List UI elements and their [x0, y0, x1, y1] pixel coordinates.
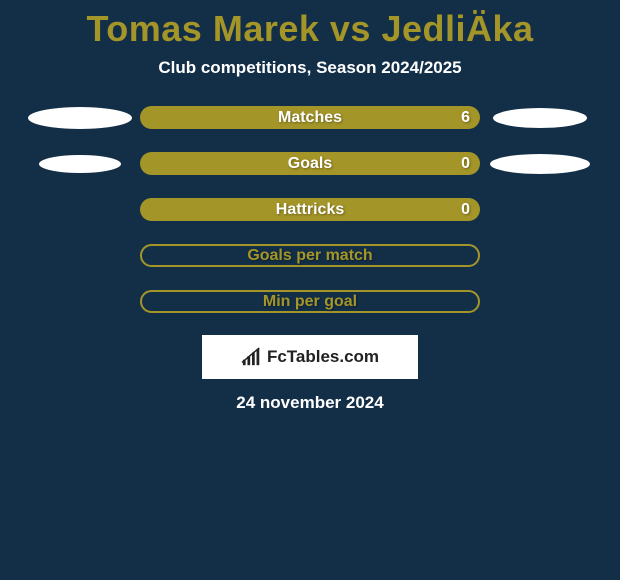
left-side	[20, 155, 140, 173]
right-side	[480, 108, 600, 128]
logo-box: FcTables.com	[202, 335, 418, 379]
stat-label: Goals per match	[247, 247, 372, 265]
date-text: 24 november 2024	[0, 379, 620, 413]
stat-bar: Goals 0	[140, 152, 480, 175]
logo: FcTables.com	[241, 347, 379, 367]
stat-row: Matches 6	[0, 106, 620, 129]
stat-value: 6	[461, 109, 470, 127]
right-side	[480, 154, 600, 174]
stat-row: Goals 0	[0, 152, 620, 175]
photo-ellipse-left	[39, 155, 121, 173]
stat-label: Goals	[288, 155, 332, 173]
page-title: Tomas Marek vs JedliÄka	[0, 0, 620, 58]
stat-bar: Min per goal	[140, 290, 480, 313]
comparison-infographic: Tomas Marek vs JedliÄka Club competition…	[0, 0, 620, 580]
photo-ellipse-right	[490, 154, 590, 174]
subtitle: Club competitions, Season 2024/2025	[0, 58, 620, 106]
stat-label: Matches	[278, 109, 342, 127]
photo-ellipse-left	[28, 107, 132, 129]
left-side	[20, 107, 140, 129]
bar-chart-icon	[241, 347, 263, 367]
stat-value: 0	[461, 201, 470, 219]
stat-value: 0	[461, 155, 470, 173]
stat-bar: Hattricks 0	[140, 198, 480, 221]
stat-label: Min per goal	[263, 293, 357, 311]
stat-bar: Goals per match	[140, 244, 480, 267]
stat-label: Hattricks	[276, 201, 344, 219]
stat-rows: Matches 6 Goals 0 Hattricks 0 Goals per match M…	[0, 106, 620, 313]
stat-row: Min per goal	[0, 290, 620, 313]
stat-bar: Matches 6	[140, 106, 480, 129]
photo-ellipse-right	[493, 108, 587, 128]
stat-row: Hattricks 0	[0, 198, 620, 221]
logo-text: FcTables.com	[267, 347, 379, 367]
stat-row: Goals per match	[0, 244, 620, 267]
